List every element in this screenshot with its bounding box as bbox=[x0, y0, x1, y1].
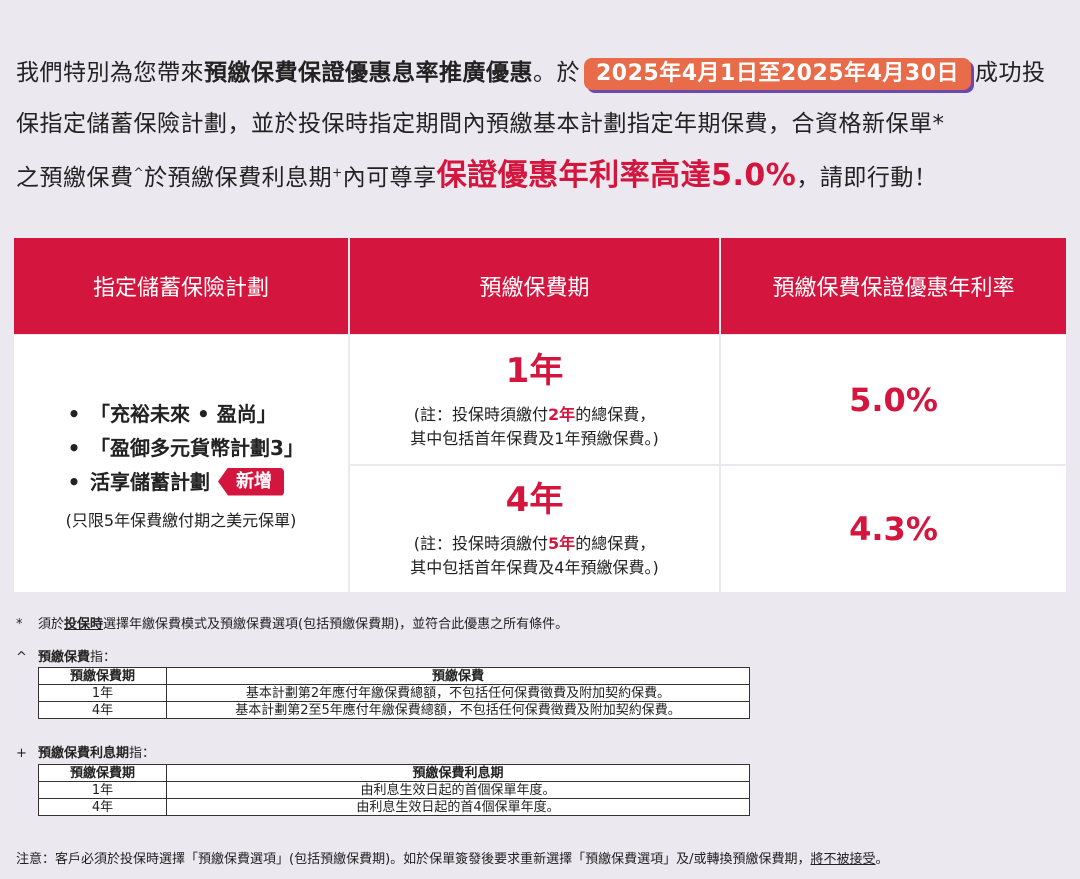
plan-name: 活享儲蓄計劃 bbox=[90, 469, 211, 494]
caret-mark: ^ bbox=[133, 165, 145, 180]
intro-text-1: 我們特別為您帶來 bbox=[16, 60, 204, 86]
intro-text-4: 之預繳保費 bbox=[16, 165, 134, 191]
plan-list: • 「充裕未來 • 盈尚」 • 「盈御多元貨幣計劃3」 • 活享儲蓄計劃 新增 bbox=[58, 397, 304, 499]
period-note: (註：投保時須繳付5年的總保費， 其中包括首年保費及4年預繳保費。) bbox=[410, 532, 658, 580]
footnote-star: * 須於投保時選擇年繳保費模式及預繳保費選項(包括預繳保費期)，並符合此優惠之所有… bbox=[16, 613, 568, 632]
note-text: 其中包括首年保費及4年預繳保費。) bbox=[410, 558, 659, 577]
rate-cell-1: 5.0% bbox=[721, 335, 1066, 464]
note-text: (註：投保時須繳付 bbox=[413, 534, 549, 553]
rate-value: 4.3% bbox=[849, 510, 938, 548]
bullet-icon: • bbox=[67, 469, 81, 494]
table-row: 4年 由利息生效日起的首4個保單年度。 bbox=[38, 798, 750, 816]
notice-underline: 將不被接受 bbox=[810, 852, 876, 867]
list-item: • 活享儲蓄計劃 新增 bbox=[58, 465, 304, 499]
plan-cell: • 「充裕未來 • 盈尚」 • 「盈御多元貨幣計劃3」 • 活享儲蓄計劃 新增 (只限5… bbox=[14, 335, 348, 592]
offer-table: 指定儲蓄保險計劃 預繳保費期 預繳保費保證優惠年利率 • 「充裕未來 • 盈尚」 … bbox=[14, 238, 1066, 592]
plus-mark: + bbox=[332, 165, 343, 180]
intro-paragraph: 我們特別為您帶來預繳保費保證優惠息率推廣優惠。於 2025年4月1日至2025年4… bbox=[16, 48, 1068, 204]
footnote-text: 須於 bbox=[38, 617, 65, 632]
table-cell: 由利息生效日起的首個保單年度。 bbox=[166, 781, 750, 799]
bullet-icon: • bbox=[67, 435, 81, 460]
note-emphasis: 5年 bbox=[548, 534, 576, 553]
note-text: 的總保費， bbox=[575, 534, 656, 553]
intro-text-3: 成功投保指定儲蓄保險計劃，並於投保時指定期間內預繳基本計劃指定年期保費，合資格新… bbox=[16, 60, 1046, 137]
list-item: • 「充裕未來 • 盈尚」 bbox=[58, 397, 304, 431]
intro-text-5: 於預繳保費利息期 bbox=[144, 165, 333, 191]
footnote-mark: ^ bbox=[16, 650, 27, 665]
table-row: 1年 由利息生效日起的首個保單年度。 bbox=[38, 781, 750, 799]
footnote-mark: + bbox=[16, 746, 27, 761]
table-header-row: 預繳保費期 預繳保費利息期 bbox=[38, 764, 750, 782]
note-text: 其中包括首年保費及1年預繳保費。) bbox=[410, 428, 659, 448]
table-header: 預繳保費期 bbox=[38, 667, 167, 685]
period-cell-1: 1年 (註：投保時須繳付2年的總保費， 其中包括首年保費及1年預繳保費。) bbox=[350, 335, 719, 464]
header-plan: 指定儲蓄保險計劃 bbox=[14, 238, 348, 334]
period-note: (註：投保時須繳付2年的總保費， 其中包括首年保費及1年預繳保費。) bbox=[410, 403, 658, 451]
offer-name: 預繳保費保證優惠息率推廣優惠 bbox=[204, 60, 533, 86]
bullet-icon: • bbox=[67, 401, 81, 426]
footnote-text: 指： bbox=[90, 650, 117, 665]
footnote-mark: * bbox=[16, 617, 23, 632]
rate-value: 5.0% bbox=[849, 380, 938, 419]
star-mark: * bbox=[932, 111, 945, 137]
header-rate: 預繳保費保證優惠年利率 bbox=[721, 238, 1066, 334]
footnote-text: 指： bbox=[129, 746, 156, 761]
note-emphasis: 2年 bbox=[548, 404, 576, 424]
period-cell-2: 4年 (註：投保時須繳付5年的總保費， 其中包括首年保費及4年預繳保費。) bbox=[350, 466, 719, 592]
intro-text-2: 。於 bbox=[533, 60, 580, 86]
date-range-badge: 2025年4月1日至2025年4月30日 bbox=[584, 58, 971, 90]
header-period: 預繳保費期 bbox=[350, 238, 719, 334]
plan-note: (只限5年保費繳付期之美元保單) bbox=[65, 510, 297, 530]
footnote-term: 預繳保費 bbox=[38, 650, 91, 665]
table-header-row: 預繳保費期 預繳保費 bbox=[38, 667, 750, 685]
prepaid-premium-table: 預繳保費期 預繳保費 1年 基本計劃第2年應付年繳保費總額，不包括任何保費徵費及附加… bbox=[38, 667, 750, 719]
highlight-rate: 保證優惠年利率高達5.0% bbox=[436, 158, 797, 193]
footnote-term: 預繳保費利息期 bbox=[38, 746, 130, 761]
table-cell: 基本計劃第2至5年應付年繳保費總額，不包括任何保費徵費及附加契約保費。 bbox=[166, 701, 750, 719]
table-row: 4年 基本計劃第2至5年應付年繳保費總額，不包括任何保費徵費及附加契約保費。 bbox=[38, 701, 750, 719]
table-cell: 4年 bbox=[38, 701, 167, 719]
footnote-underline: 投保時 bbox=[64, 617, 104, 632]
table-cell: 4年 bbox=[38, 798, 167, 816]
table-header: 預繳保費利息期 bbox=[166, 764, 750, 782]
table-cell: 1年 bbox=[38, 781, 167, 799]
period-value: 4年 bbox=[505, 480, 564, 520]
note-text: (註：投保時須繳付 bbox=[413, 404, 549, 424]
notice-text: 注意：客戶必須於投保時選擇「預繳保費選項」(包括預繳保費期)。如於保單簽發後要求… bbox=[16, 852, 811, 867]
plan-name: 「充裕未來 • 盈尚」 bbox=[90, 401, 277, 426]
note-text: 的總保費， bbox=[575, 404, 656, 424]
plan-name: 「盈御多元貨幣計劃3」 bbox=[90, 435, 304, 460]
intro-text-6: 內可尊享 bbox=[342, 165, 437, 191]
footnote-caret: ^ 預繳保費指： bbox=[16, 646, 116, 665]
table-cell: 基本計劃第2年應付年繳保費總額，不包括任何保費徵費及附加契約保費。 bbox=[166, 684, 750, 702]
table-cell: 由利息生效日起的首4個保單年度。 bbox=[166, 798, 750, 816]
rate-cell-2: 4.3% bbox=[721, 466, 1066, 592]
new-badge: 新增 bbox=[218, 467, 285, 496]
table-row: 1年 基本計劃第2年應付年繳保費總額，不包括任何保費徵費及附加契約保費。 bbox=[38, 684, 750, 702]
notice: 注意：客戶必須於投保時選擇「預繳保費選項」(包括預繳保費期)。如於保單簽發後要求… bbox=[16, 848, 889, 867]
table-header: 預繳保費期 bbox=[38, 764, 167, 782]
notice-text: 。 bbox=[875, 852, 889, 867]
period-value: 1年 bbox=[505, 350, 564, 391]
footnote-text: 選擇年繳保費模式及預繳保費選項(包括預繳保費期)，並符合此優惠之所有條件。 bbox=[103, 617, 569, 632]
intro-text-7: ，請即行動！ bbox=[796, 165, 938, 191]
interest-period-table: 預繳保費期 預繳保費利息期 1年 由利息生效日起的首個保單年度。 4年 由利息生效日起… bbox=[38, 764, 750, 816]
table-header: 預繳保費 bbox=[166, 667, 750, 685]
list-item: • 「盈御多元貨幣計劃3」 bbox=[58, 431, 304, 465]
table-cell: 1年 bbox=[38, 684, 167, 702]
footnote-plus: + 預繳保費利息期指： bbox=[16, 742, 155, 761]
